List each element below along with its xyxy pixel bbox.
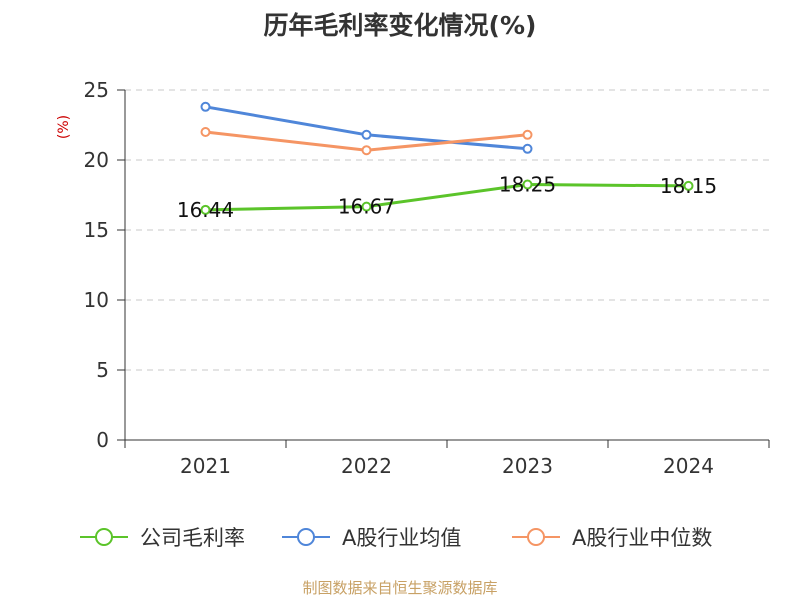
legend-label: A股行业均值 [342,526,461,550]
series-point [361,129,372,140]
series-layer [200,101,694,215]
series-point [522,143,533,154]
axis-layer: 0 5 10 15 20 25 2021 2022 2023 2024 [84,78,770,478]
series-point [200,127,211,137]
series-point [200,101,211,112]
x-tick-label: 2022 [341,454,392,478]
series-point [361,201,372,212]
series-point [683,180,694,191]
legend-label: 公司毛利率 [140,526,245,550]
chart-title: 历年毛利率变化情况(%) [264,11,537,40]
x-tick-label: 2021 [180,454,231,478]
data-label: 16.67 [338,195,395,219]
grid-layer [125,89,769,371]
y-tick-label: 15 [84,218,109,242]
series-line [204,105,529,151]
series-point [361,145,372,156]
y-tick-label: 25 [84,78,109,102]
series-point [522,179,533,190]
x-tick-label: 2024 [663,454,714,478]
legend-item: A股行业均值 [282,526,461,550]
legend-marker [95,528,113,546]
series-point [200,204,211,215]
y-tick-label: 10 [84,288,109,312]
x-tick-label: 2023 [502,454,553,478]
y-tick-label: 5 [96,358,109,382]
y-tick-label: 20 [84,148,109,172]
data-label: 16.44 [177,198,234,222]
y-tick-label: 0 [96,428,109,452]
source-note: 制图数据来自恒生聚源数据库 [302,579,497,597]
series-point [522,129,533,140]
y-axis-unit-label: (%) [56,115,72,139]
legend-marker [527,528,545,546]
data-label-layer: 16.44 16.67 18.25 18.15 [177,173,717,222]
data-label: 18.15 [660,174,717,198]
legend-item: 公司毛利率 [80,526,245,550]
data-label: 18.25 [499,173,556,197]
legend-marker [297,528,315,546]
series-line [204,183,690,212]
legend-item: A股行业中位数 [512,526,712,550]
legend-label: A股行业中位数 [572,526,712,550]
legend: 公司毛利率 A股行业均值 A股行业中位数 [80,526,712,550]
